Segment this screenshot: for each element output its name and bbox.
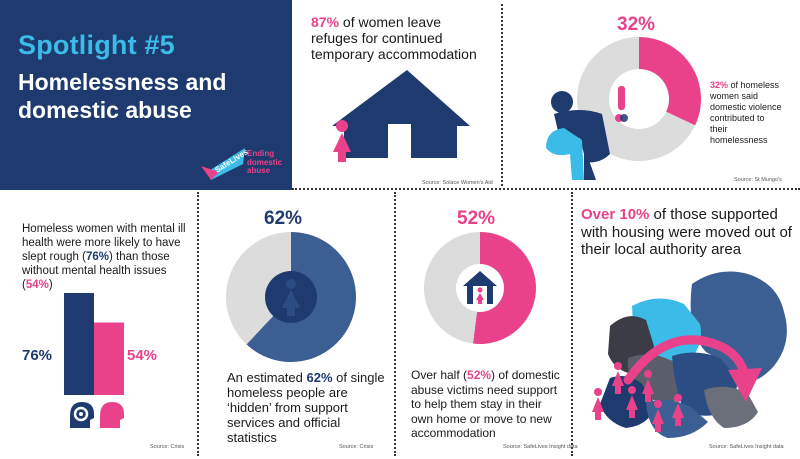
mental-stat-a: 76% [85,251,109,263]
woman-icons [592,362,684,432]
refuges-source: Source: Solace Women's Aid [422,180,493,186]
hidden-stat: 62% [264,208,303,229]
support-donut-slice-2 [423,232,480,344]
map-regions [600,271,787,438]
moved-stat: Over 10% [581,206,650,223]
page-title: Homelessness and domestic abuse [18,68,226,124]
uk-map-illustration [592,271,787,438]
violence-stat: 32% [617,14,656,35]
mental-health-bar-chart: 76% 54% [22,293,157,395]
refuges-text: 87% of women leave refuges for continued… [311,14,477,62]
mental-stat-b: 54% [25,279,49,291]
mental-bar-1 [64,293,94,395]
hidden-source: Source: Crisis [339,444,374,450]
house-woman-illustration [332,70,470,162]
woman-icon [282,279,300,316]
moved-source: Source: SafeLives Insight data [709,444,784,450]
support-donut-slice-1 [472,232,536,344]
logo-tagline: Ending domestic abuse [247,149,283,176]
sitting-woman-icon [546,91,610,180]
mental-bar-label-2: 54% [127,347,157,364]
divider-bottom-1 [197,192,199,456]
hidden-stat-inline: 62% [306,370,333,385]
support-stat-inline: 52% [467,368,492,382]
mental-bar-2 [94,322,124,395]
violence-donut-chart [577,37,701,161]
title-line-1: Homelessness and [18,69,227,95]
woman-icon [476,287,484,304]
arrow-icon [623,335,762,402]
mental-bar-label-1: 76% [22,347,52,364]
logo-line-2: domestic [247,157,283,167]
title-line-2: domestic abuse [18,97,192,123]
moved-text: Over 10% of those supported with housing… [581,206,792,258]
mental-health-icons [70,402,124,428]
house-icon [332,70,470,158]
refuges-stat: 87% [311,14,340,30]
mental-health-text: Homeless women with mental ill health we… [22,223,186,291]
support-house-illustration [463,271,497,304]
violence-stat-inline: 32% [710,80,729,90]
support-source: Source: SafeLives Insight data [503,444,578,450]
logo-badge-text: SafeLives [213,147,250,175]
divider-bottom-2 [394,192,396,456]
spotlight-title: Spotlight #5 [18,30,175,60]
woman-icon [333,120,351,162]
mental-source: Source: Crisis [150,444,185,450]
pink-head-icon [100,402,124,428]
divider-bottom-3 [571,192,573,456]
exclamation-icon [615,86,628,122]
sitting-woman-illustration [546,86,628,180]
safelives-logo: SafeLives [201,147,250,180]
divider-top-right [501,4,503,186]
support-text: Over half (52%) of domestic abuse victim… [411,368,560,440]
hidden-donut-slice-2 [226,232,291,345]
divider-top-bottom [292,188,800,190]
hidden-text: An estimated 62% of single homeless peop… [227,370,385,445]
logo-line-3: abuse [247,166,271,175]
violence-text: 32% of homeless women said domestic viol… [710,80,782,145]
violence-source: Source: St Mungo's [734,177,782,183]
gear-head-icon [70,402,94,428]
hidden-person-illustration [265,271,317,323]
logo-line-1: Ending [247,149,275,158]
support-stat: 52% [457,208,496,229]
